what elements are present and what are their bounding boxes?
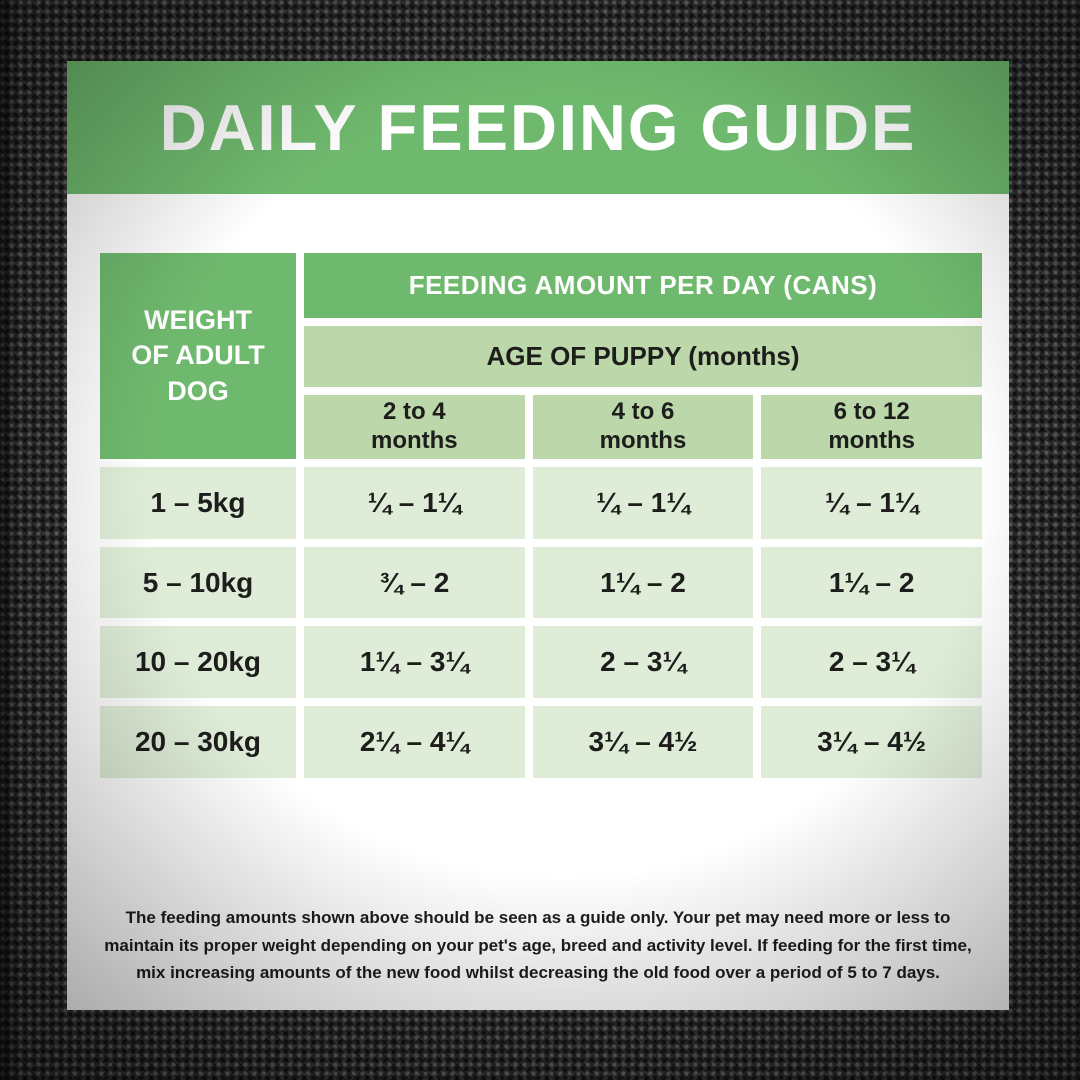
weight-range-cell: 5 – 10kg bbox=[100, 547, 296, 618]
page-title: DAILY FEEDING GUIDE bbox=[159, 91, 917, 164]
age-column-header-6-12: 6 to 12 months bbox=[761, 395, 982, 459]
weight-range-cell: 10 – 20kg bbox=[100, 626, 296, 698]
footer-note: The feeding amounts shown above should b… bbox=[104, 908, 972, 983]
feeding-amount-cell: 1¼ – 3¼ bbox=[304, 626, 525, 698]
age-column-header-4-6: 4 to 6 months bbox=[532, 395, 754, 459]
feeding-amount-cell: ¼ – 1¼ bbox=[761, 467, 982, 539]
feeding-amount-cell: 3¼ – 4½ bbox=[761, 706, 982, 778]
weight-range-cell: 1 – 5kg bbox=[100, 467, 296, 539]
feeding-guide-card: DAILY FEEDING GUIDE WEIGHT OF ADULT DOG … bbox=[67, 61, 1009, 1010]
weight-range-cell: 20 – 30kg bbox=[100, 706, 296, 778]
title-banner: DAILY FEEDING GUIDE bbox=[67, 61, 1009, 194]
feeding-amount-cell: 2 – 3¼ bbox=[532, 626, 754, 698]
feeding-amount-header: FEEDING AMOUNT PER DAY (CANS) bbox=[304, 253, 982, 318]
feeding-amount-cell: 3¼ – 4½ bbox=[532, 706, 754, 778]
feeding-amount-cell: ¼ – 1¼ bbox=[304, 467, 525, 539]
age-of-puppy-header: AGE OF PUPPY (months) bbox=[304, 326, 982, 387]
age-column-header-2-4: 2 to 4 months bbox=[304, 395, 525, 459]
feeding-guide-table: WEIGHT OF ADULT DOG FEEDING AMOUNT PER D… bbox=[100, 253, 982, 778]
feeding-amount-cell: 2 – 3¼ bbox=[761, 626, 982, 698]
feeding-amount-cell: ¼ – 1¼ bbox=[532, 467, 754, 539]
feeding-amount-cell: 1¼ – 2 bbox=[532, 547, 754, 618]
weight-column-header: WEIGHT OF ADULT DOG bbox=[100, 253, 296, 459]
feeding-amount-cell: ¾ – 2 bbox=[304, 547, 525, 618]
feeding-amount-cell: 2¼ – 4¼ bbox=[304, 706, 525, 778]
feeding-amount-cell: 1¼ – 2 bbox=[761, 547, 982, 618]
